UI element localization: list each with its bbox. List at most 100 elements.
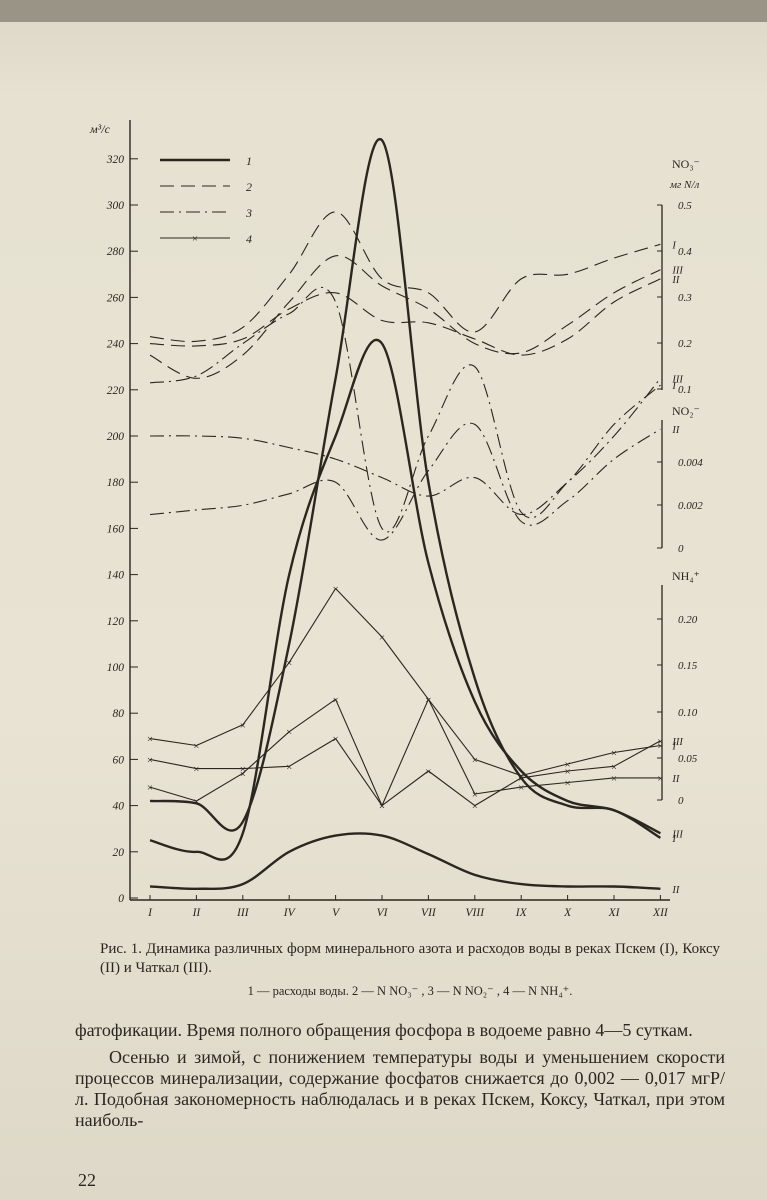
series-4-II-marker: × (611, 773, 617, 785)
series-line-4-II (149, 698, 661, 807)
series-4-I-marker: × (518, 771, 524, 783)
x-tick-label: XI (608, 907, 621, 919)
series-4-III-marker: × (611, 761, 617, 773)
series-4-I-end-label: I (671, 742, 676, 753)
series-4-II-marker: × (147, 782, 153, 794)
right-tick-label: 0.10 (678, 707, 698, 719)
caption-legend-line: 1 — расходы воды. 2 — N NO₃⁻ , 3 — N NO₂… (247, 984, 573, 998)
series-4-I-marker: × (564, 759, 570, 771)
left-tick-label: 260 (107, 292, 125, 304)
series-4-II-marker: × (564, 778, 570, 790)
series-line-3-III (149, 377, 661, 516)
left-tick-label: 220 (107, 385, 125, 397)
right-tick-label: 0.05 (678, 753, 698, 765)
series-4-III-marker: × (332, 734, 338, 746)
series-4-I-marker: × (657, 741, 663, 753)
series-1-I-end-label: I (671, 834, 676, 845)
nitrogen-discharge-chart: м³/с020406080100120140160180200220240260… (89, 120, 703, 919)
x-tick-label: X (563, 907, 572, 919)
series-4-I-marker: × (240, 720, 246, 732)
series-4-III-marker: × (379, 801, 385, 813)
series-3-I-end-label: I (671, 381, 676, 392)
series-4-II-marker: × (518, 782, 524, 794)
page-number: 22 (78, 1170, 96, 1190)
series-4-I-marker: × (147, 734, 153, 746)
series-3-III-end-label: III (671, 374, 683, 385)
series-4-II-marker: × (286, 727, 292, 739)
left-tick-label: 0 (118, 893, 124, 905)
series-line-1-II (149, 832, 661, 891)
left-tick-label: 300 (106, 200, 125, 212)
right-tick-label: 0 (678, 543, 684, 555)
x-tick-label: IX (515, 907, 528, 919)
left-tick-label: 160 (107, 523, 125, 535)
left-tick-label: 20 (113, 847, 125, 859)
right-tick-label: 0 (678, 795, 684, 807)
x-tick-label: I (147, 907, 153, 919)
x-tick-label: VII (421, 907, 437, 919)
series-4-I-marker: × (472, 754, 478, 766)
left-tick-label: 140 (107, 570, 125, 582)
left-tick-label: 100 (107, 662, 125, 674)
series-line-2-II (149, 278, 661, 356)
figure-caption: Рис. 1. Динамика различных форм минераль… (100, 940, 720, 1001)
right-tick-label: 0.004 (678, 457, 703, 469)
series-4-I-marker: × (193, 741, 199, 753)
right-axis-label: NH₄⁺ (672, 569, 700, 583)
series-2-I-end-label: I (671, 240, 676, 251)
x-tick-label: XII (652, 907, 669, 919)
right-axis-label: NO₂⁻ (672, 404, 700, 418)
right-axis-unit: мг N/л (669, 179, 699, 191)
x-tick-label: IV (283, 907, 297, 919)
right-tick-label: 0.15 (678, 660, 698, 672)
right-axis-label: NO₃⁻ (672, 157, 700, 171)
series-2-III-end-label: III (671, 266, 683, 277)
right-tick-label: 0.2 (678, 338, 692, 350)
chart-legend: 1 2 3 × 4 (160, 154, 252, 246)
series-4-III-end-label: III (671, 737, 683, 748)
series-4-I-marker: × (379, 632, 385, 644)
series-4-III-marker: × (425, 766, 431, 778)
legend-key-2: 2 (246, 180, 252, 194)
left-tick-label: 200 (107, 431, 125, 443)
x-tick-label: VIII (466, 907, 486, 919)
series-line-4-I (149, 587, 661, 777)
paragraph-2: Осенью и зимой, с понижением температуры… (75, 1047, 725, 1130)
series-4-II-marker: × (472, 789, 478, 801)
body-text: фатофикации. Время полного обращения фос… (75, 1020, 725, 1137)
series-4-II-marker: × (240, 768, 246, 780)
caption-title: Рис. 1. Динамика различных форм минераль… (100, 941, 720, 976)
right-tick-label: 0.1 (678, 384, 692, 396)
series-line-3-I (149, 286, 661, 533)
series-line-3-II (149, 422, 661, 541)
left-tick-label: 240 (107, 339, 125, 351)
series-3-II-end-label: II (671, 425, 679, 436)
x-tick-label: II (192, 907, 202, 919)
series-4-III-marker: × (240, 764, 246, 776)
right-tick-label: 0.002 (678, 500, 703, 512)
series-4-II-marker: × (332, 694, 338, 706)
series-4-I-marker: × (332, 583, 338, 595)
series-1-III-end-label: III (671, 829, 683, 840)
series-4-I-marker: × (611, 747, 617, 759)
paragraph-1: фатофикации. Время полного обращения фос… (75, 1020, 693, 1040)
legend-cross-marker: × (192, 233, 198, 245)
scan-edge (0, 0, 767, 22)
series-4-III-marker: × (193, 764, 199, 776)
series-1-II-end-label: II (671, 885, 679, 896)
series-line-2-I (149, 211, 661, 343)
series-4-II-marker: × (379, 801, 385, 813)
legend-key-3: 3 (245, 206, 252, 220)
series-line-4-III (149, 738, 661, 807)
series-2-II-end-label: II (671, 275, 679, 286)
series-line-2-III (149, 255, 661, 379)
chart-axes: м³/с020406080100120140160180200220240260… (89, 120, 703, 919)
left-tick-label: 120 (107, 616, 125, 628)
series-4-III-marker: × (518, 773, 524, 785)
left-tick-label: 40 (113, 801, 125, 813)
series-4-III-marker: × (657, 736, 663, 748)
series-4-III-marker: × (286, 761, 292, 773)
x-tick-label: III (236, 907, 250, 919)
